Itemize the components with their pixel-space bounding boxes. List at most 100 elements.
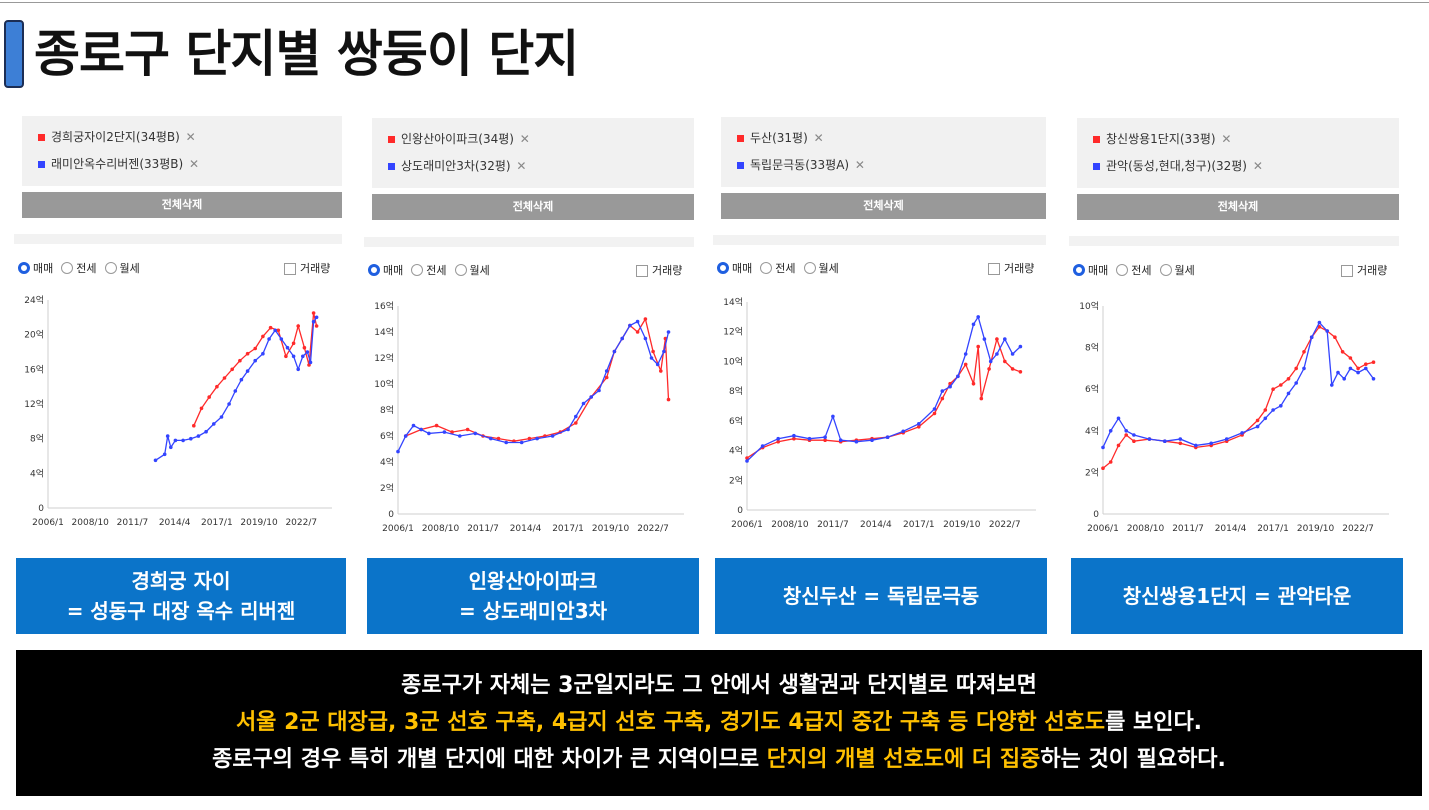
- data-point: [1330, 383, 1334, 387]
- data-point: [291, 341, 296, 346]
- radio-sale[interactable]: [717, 262, 729, 274]
- data-point: [1294, 366, 1298, 371]
- radio-jeonse[interactable]: [411, 264, 424, 276]
- data-point: [1108, 460, 1113, 464]
- radio-wolse[interactable]: [454, 264, 467, 276]
- data-point: [649, 356, 654, 360]
- caption-1: 경희궁 자이 = 성동구 대장 옥수 리버젠: [16, 558, 346, 634]
- legend-item: 두산(31평) ✕: [737, 129, 824, 146]
- data-point: [314, 315, 319, 320]
- data-point: [917, 422, 921, 426]
- data-point: [1342, 377, 1346, 381]
- legend-box: 두산(31평) ✕ 독립문극동(33평A) ✕: [721, 117, 1046, 187]
- y-tick-label: 8억: [1085, 342, 1099, 354]
- caption-text: 창신쌍용1단지 = 관악타운: [1123, 581, 1352, 611]
- series-line-red: [1102, 325, 1374, 469]
- close-icon[interactable]: ✕: [181, 130, 196, 144]
- legend-name: 창신쌍용1단지(33평): [1106, 132, 1216, 146]
- data-point: [956, 374, 960, 379]
- radio-sale[interactable]: [1073, 264, 1085, 276]
- data-point: [239, 377, 244, 382]
- data-point: [1124, 429, 1128, 433]
- data-point: [901, 429, 905, 434]
- volume-checkbox[interactable]: [1341, 265, 1353, 277]
- data-point: [635, 319, 640, 324]
- volume-label: 거래량: [652, 264, 683, 277]
- legend-item: 인왕산아이파크(34평) ✕: [388, 130, 530, 147]
- x-tick-label: 2006/1: [1087, 524, 1119, 534]
- close-icon[interactable]: ✕: [185, 157, 200, 171]
- data-point: [296, 367, 301, 372]
- radio-wolse[interactable]: [1159, 264, 1172, 276]
- trade-type-radio-group: 매매 전세 월세: [1073, 262, 1203, 278]
- caption-line: 창신쌍용1단지 = 관악타운: [1122, 584, 1352, 608]
- data-point: [620, 336, 624, 341]
- data-point: [207, 395, 211, 399]
- data-point: [162, 452, 167, 457]
- volume-checkbox[interactable]: [988, 263, 1000, 275]
- close-icon[interactable]: ✕: [1249, 159, 1263, 173]
- legend-item: 래미안옥수리버젠(33평B) ✕: [38, 155, 199, 172]
- delete-all-button[interactable]: 전체삭제: [721, 193, 1046, 219]
- close-icon[interactable]: ✕: [851, 158, 865, 172]
- delete-all-button[interactable]: 전체삭제: [22, 192, 342, 218]
- y-tick-label: 0: [38, 504, 44, 514]
- close-icon[interactable]: ✕: [515, 132, 530, 146]
- data-point: [261, 351, 265, 356]
- volume-label: 거래량: [300, 262, 331, 275]
- data-point: [311, 311, 316, 315]
- data-point: [932, 407, 937, 411]
- data-point: [279, 337, 284, 341]
- legend-item: 관악(동성,현대,청구)(32평) ✕: [1093, 157, 1263, 174]
- delete-all-button[interactable]: 전체삭제: [372, 194, 694, 220]
- data-point: [776, 439, 780, 444]
- caption-line: = 상도래미안3차: [458, 599, 608, 623]
- y-tick-label: 4억: [380, 456, 394, 468]
- data-point: [1371, 377, 1376, 381]
- delete-all-button[interactable]: 전체삭제: [1077, 194, 1399, 220]
- radio-label: 전세: [426, 264, 447, 277]
- radio-sale[interactable]: [18, 262, 30, 274]
- y-tick-label: 12억: [24, 398, 44, 410]
- y-tick-label: 14억: [723, 296, 743, 308]
- y-tick-label: 0: [1093, 510, 1099, 520]
- radio-jeonse[interactable]: [61, 262, 74, 274]
- data-point: [396, 449, 400, 454]
- data-point: [995, 337, 999, 341]
- price-chart: 0 2억 4억 6억 8억 10억 12억 14억 2006/1 2008/10 2011/7 201…: [723, 296, 1036, 530]
- volume-checkbox[interactable]: [636, 265, 648, 277]
- data-point: [831, 414, 835, 419]
- data-point: [1003, 359, 1007, 364]
- close-icon[interactable]: ✕: [809, 131, 824, 145]
- y-tick-label: 0: [737, 506, 743, 516]
- data-point: [1124, 433, 1128, 437]
- y-tick-label: 10억: [1079, 300, 1099, 312]
- data-point: [1018, 344, 1023, 349]
- x-tick-label: 2017/1: [903, 520, 935, 530]
- volume-checkbox[interactable]: [284, 263, 296, 275]
- legend-box: 경희궁자이2단지(34평B) ✕ 래미안옥수리버젠(33평B) ✕: [22, 116, 342, 186]
- data-point: [267, 337, 271, 341]
- radio-wolse[interactable]: [803, 262, 816, 274]
- data-point: [434, 423, 439, 428]
- data-point: [1108, 429, 1113, 433]
- x-tick-label: 2006/1: [382, 524, 414, 534]
- data-point: [1364, 362, 1368, 366]
- x-tick-label: 2011/7: [1172, 524, 1204, 534]
- data-point: [1302, 366, 1306, 371]
- data-point: [296, 324, 301, 328]
- price-chart: 0 2억 4억 6억 8억 10억 2006/1 2008/10 2011/7 2014/4 201…: [1079, 300, 1389, 534]
- caption-line: 창신두산 = 독립문극동: [782, 584, 980, 608]
- data-point: [1224, 437, 1229, 441]
- radio-sale[interactable]: [368, 264, 380, 276]
- radio-wolse[interactable]: [104, 262, 117, 274]
- data-point: [181, 438, 185, 443]
- radio-jeonse[interactable]: [1116, 264, 1129, 276]
- close-icon[interactable]: ✕: [512, 159, 527, 173]
- data-point: [291, 354, 296, 359]
- legend-name: 경희궁자이2단지(34평B): [51, 130, 180, 144]
- data-point: [215, 384, 219, 389]
- radio-jeonse[interactable]: [760, 262, 773, 274]
- close-icon[interactable]: ✕: [1217, 132, 1232, 146]
- data-point: [566, 427, 570, 432]
